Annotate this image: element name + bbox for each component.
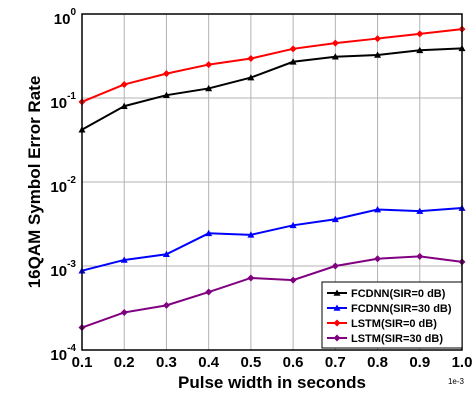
data-point <box>374 51 382 58</box>
data-point <box>120 102 128 109</box>
data-point <box>289 221 297 229</box>
data-point <box>247 274 255 282</box>
series-line <box>81 255 463 329</box>
x-tick-label: 0.4 <box>198 354 220 371</box>
x-tick-labels: 0.1 0.2 0.3 0.4 0.5 0.6 0.7 0.8 0.9 1.0 <box>72 354 473 371</box>
series-line <box>81 28 463 103</box>
legend-label: FCDNN(SIR=30 dB) <box>351 303 452 315</box>
data-point <box>416 30 424 38</box>
data-point <box>247 231 255 238</box>
y-tick-label: 10-2 <box>50 175 76 196</box>
data-point <box>247 74 255 81</box>
data-point <box>205 229 213 237</box>
data-point <box>416 207 424 214</box>
legend-entry: LSTM(SIR=30 dB) <box>327 333 443 345</box>
data-point <box>374 255 382 263</box>
x-tick-label: 0.2 <box>114 354 135 371</box>
data-point <box>120 308 128 316</box>
y-tick-label: 10-3 <box>50 259 76 280</box>
x-tick-label: 0.3 <box>156 354 177 371</box>
data-point <box>162 91 170 98</box>
data-point <box>331 262 339 270</box>
legend-label: LSTM(SIR=0 dB) <box>351 318 437 330</box>
data-point <box>120 80 128 88</box>
y-tick-labels: 100 10-1 10-2 10-3 10-4 <box>50 7 76 364</box>
legend-entry: LSTM(SIR=0 dB) <box>327 318 437 330</box>
x-tick-label: 0.1 <box>72 354 93 371</box>
y-axis-title: 16QAM Symbol Error Rate <box>25 76 44 289</box>
data-point <box>333 334 341 342</box>
data-point <box>331 39 339 47</box>
x-tick-label: 0.5 <box>240 354 261 371</box>
data-point <box>374 206 382 213</box>
y-tick-label: 10-1 <box>50 91 76 112</box>
data-point <box>374 35 382 43</box>
series-layer <box>78 25 466 332</box>
series <box>78 204 466 274</box>
data-point <box>162 301 170 309</box>
data-point <box>205 288 213 296</box>
data-point <box>162 250 170 258</box>
data-point <box>120 256 128 263</box>
legend-entry: FCDNN(SIR=0 dB) <box>327 288 446 300</box>
data-point <box>331 53 339 60</box>
x-tick-label: 1.0 <box>452 354 473 371</box>
data-point <box>333 319 341 327</box>
data-point <box>289 45 297 53</box>
series <box>78 25 466 106</box>
x-tick-label: 0.8 <box>367 354 388 371</box>
x-multiplier-label: 1e-3 <box>448 377 465 386</box>
x-tick-label: 0.7 <box>325 354 346 371</box>
series-line <box>81 207 463 272</box>
y-tick-label: 100 <box>54 7 77 28</box>
data-point <box>162 70 170 78</box>
data-point <box>205 61 213 69</box>
data-point <box>331 215 339 223</box>
data-point <box>289 58 297 65</box>
series <box>78 252 466 332</box>
data-point <box>205 84 213 92</box>
series <box>78 44 466 133</box>
legend: FCDNN(SIR=0 dB) FCDNN(SIR=30 dB) LSTM(SIR=… <box>321 281 463 349</box>
x-tick-label: 0.6 <box>283 354 304 371</box>
x-axis-title: Pulse width in seconds <box>178 373 366 392</box>
y-tick-label: 10-4 <box>50 343 76 364</box>
data-point <box>416 46 424 54</box>
legend-label: FCDNN(SIR=0 dB) <box>351 288 446 300</box>
legend-entry: FCDNN(SIR=30 dB) <box>327 303 452 315</box>
data-point <box>333 289 341 296</box>
data-point <box>333 304 341 311</box>
legend-label: LSTM(SIR=30 dB) <box>351 333 443 345</box>
plot-frame <box>81 13 463 351</box>
data-point <box>416 252 424 260</box>
x-tick-label: 0.9 <box>409 354 430 371</box>
data-point <box>247 55 255 63</box>
series-line <box>81 47 463 131</box>
data-point <box>289 276 297 284</box>
